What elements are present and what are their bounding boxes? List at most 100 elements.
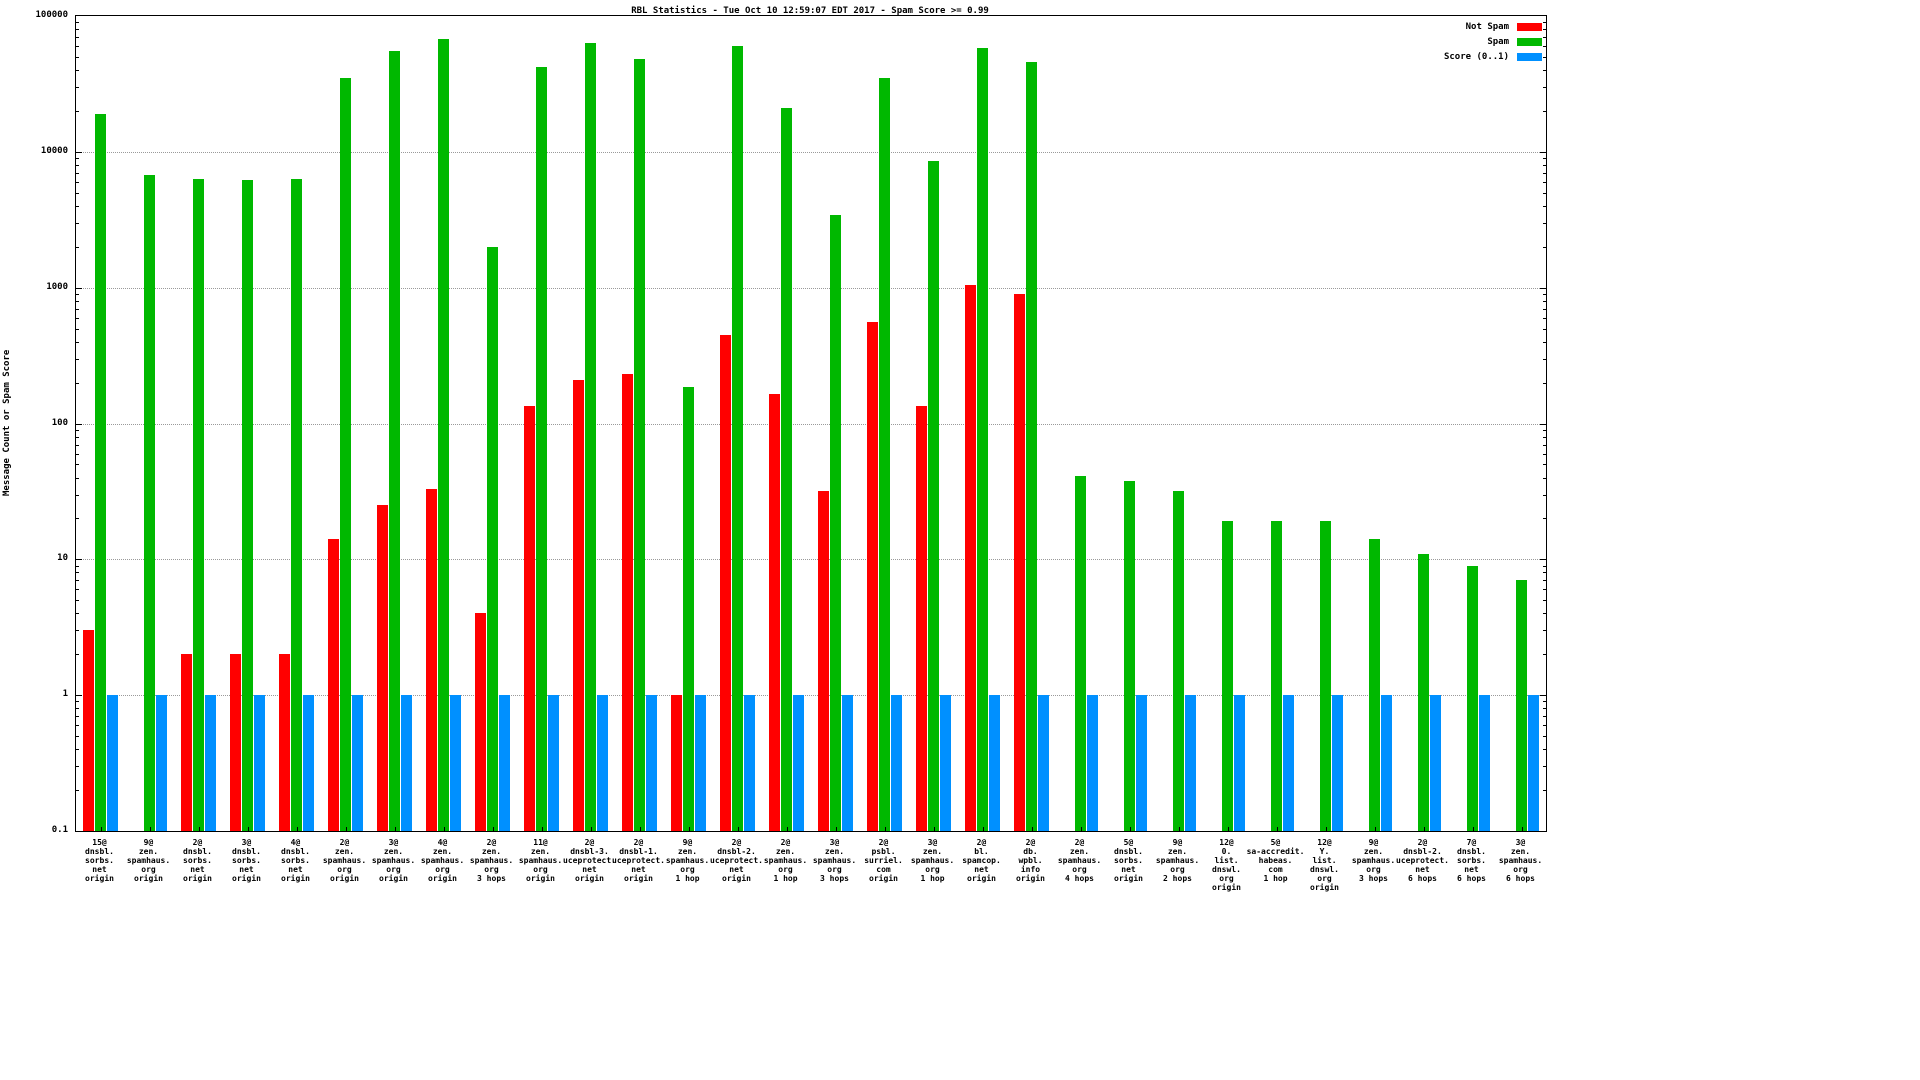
y-tick-label: 100 (51, 417, 68, 428)
bar-spam (634, 59, 645, 831)
x-axis-label-line: 3 hops (1359, 874, 1388, 883)
y-minor-tick (76, 192, 79, 194)
y-minor-tick (1543, 205, 1546, 207)
y-minor-tick (76, 110, 79, 112)
y-tick-label: 10 (57, 553, 68, 564)
bar-spam (1124, 480, 1135, 831)
x-axis-label: 4@ zen. spamhaus. org origin (405, 838, 481, 883)
bar-not-spam (475, 613, 486, 831)
gridline (76, 423, 1546, 425)
bar-spam (732, 46, 743, 831)
bar-spam (683, 387, 694, 831)
bar-score-0-1 (303, 695, 314, 831)
x-axis-label-line: origin (379, 874, 408, 883)
x-axis-label-line: origin (1114, 874, 1143, 883)
bar-spam (977, 48, 988, 831)
bar-score-0-1 (1087, 695, 1098, 831)
x-axis-label-line: 9@ (143, 838, 154, 847)
y-minor-tick (1543, 725, 1546, 727)
x-tick (1129, 827, 1131, 831)
bar-spam (389, 51, 400, 831)
y-minor-tick (1543, 580, 1546, 582)
bar-not-spam (426, 488, 437, 831)
bar-spam (144, 174, 155, 831)
y-minor-tick (76, 246, 79, 248)
x-axis-label-line: origin (134, 874, 163, 883)
x-axis-label-line: spamhaus. (1498, 856, 1543, 865)
x-tick (737, 827, 739, 831)
legend-swatch (1517, 52, 1542, 61)
y-minor-tick (1543, 464, 1546, 466)
y-minor-tick (76, 518, 79, 520)
y-minor-tick (1543, 328, 1546, 330)
y-minor-tick (1543, 56, 1546, 58)
y-minor-tick (76, 70, 79, 72)
x-axis-label-line: Y. (1319, 847, 1330, 856)
x-axis-label-line: zen. (775, 847, 796, 856)
bar-score-0-1 (1136, 695, 1147, 831)
y-minor-tick (76, 716, 79, 718)
bar-score-0-1 (1381, 695, 1392, 831)
y-minor-tick (76, 613, 79, 615)
x-axis-label-line: uceprotect. (1396, 856, 1449, 865)
x-axis-label-line: org (778, 865, 793, 874)
y-tick-label: 10000 (40, 145, 68, 156)
x-axis-label: 9@ zen. spamhaus. org 1 hop (650, 838, 726, 883)
x-axis-label-line: zen. (1167, 847, 1188, 856)
x-tick (1325, 827, 1327, 831)
x-tick (100, 827, 102, 831)
bar-spam (536, 67, 547, 831)
x-axis-label-line: spamhaus. (126, 856, 171, 865)
x-tick (982, 827, 984, 831)
x-axis-label: 12@ Y. list. dnswl. org origin (1287, 838, 1363, 892)
x-axis-label-line: 2@ (1074, 838, 1085, 847)
y-minor-tick (76, 22, 79, 24)
x-axis-label-line: 11@ (533, 838, 548, 847)
x-axis-label-line: zen. (383, 847, 404, 856)
x-axis-label-line: sorbs. (232, 856, 261, 865)
y-minor-tick (1543, 749, 1546, 751)
y-minor-tick (1543, 22, 1546, 24)
x-axis-label-line: dnswl. (1310, 865, 1339, 874)
x-axis-label-line: origin (869, 874, 898, 883)
x-axis-label: 7@ dnsbl. sorbs. net 6 hops (1434, 838, 1510, 883)
x-axis-label-line: spamhaus. (322, 856, 367, 865)
x-axis-label-line: 4@ (437, 838, 448, 847)
x-axis-label: 2@ psbl. surriel. com origin (846, 838, 922, 883)
x-axis-label-line: origin (624, 874, 653, 883)
bar-score-0-1 (793, 695, 804, 831)
x-axis-label-line: spamhaus. (812, 856, 857, 865)
x-axis-label: 2@ dnsbl-2. uceprotect. net origin (699, 838, 775, 883)
x-axis-label-line: 6 hops (1506, 874, 1535, 883)
bar-score-0-1 (450, 695, 461, 831)
x-axis-label-line: 2@ (339, 838, 350, 847)
x-axis-label: 2@ dnsbl-2. uceprotect. net 6 hops (1385, 838, 1461, 883)
bar-score-0-1 (254, 695, 265, 831)
x-tick (345, 827, 347, 831)
x-axis-label-line: net (631, 865, 646, 874)
bar-not-spam (622, 374, 633, 831)
bar-score-0-1 (1234, 695, 1245, 831)
x-axis-label-line: 3@ (1515, 838, 1526, 847)
bar-score-0-1 (1479, 695, 1490, 831)
x-axis-label-line: org (1072, 865, 1087, 874)
x-axis-label-line: 6 hops (1457, 874, 1486, 883)
y-minor-tick (76, 37, 79, 39)
x-axis-label-line: 2@ (731, 838, 742, 847)
x-axis-label-line: 3@ (927, 838, 938, 847)
bar-spam (291, 179, 302, 831)
x-axis-label-line: net (288, 865, 303, 874)
y-tick (76, 151, 82, 153)
y-minor-tick (1543, 246, 1546, 248)
y-minor-tick (1543, 436, 1546, 438)
x-axis-label-line: spamhaus. (1351, 856, 1396, 865)
bar-score-0-1 (1430, 695, 1441, 831)
bar-score-0-1 (548, 695, 559, 831)
x-axis-label-line: origin (85, 874, 114, 883)
x-axis-label-line: net (582, 865, 597, 874)
x-tick (786, 827, 788, 831)
y-minor-tick (76, 790, 79, 792)
x-axis-label-line: dnsbl. (183, 847, 212, 856)
x-tick (590, 827, 592, 831)
x-axis-label-line: origin (330, 874, 359, 883)
